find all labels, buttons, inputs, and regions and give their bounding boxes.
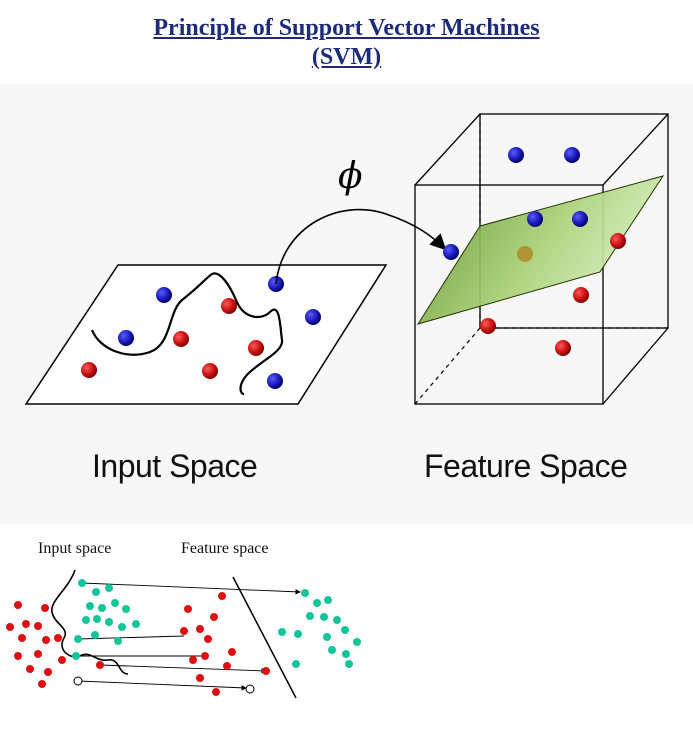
feature-point-blue	[572, 211, 588, 227]
mapping-arrow	[275, 208, 447, 285]
feature-point-blue	[564, 147, 580, 163]
feature-point-red	[573, 287, 589, 303]
input-space-label: Input Space	[92, 448, 258, 484]
feature-space-label: Feature Space	[424, 448, 628, 484]
mapping-symbol: ϕ	[338, 156, 363, 197]
bottom-feature-separator	[232, 576, 297, 699]
bottom-input-curve	[51, 569, 129, 675]
bottom-open-point	[73, 676, 83, 686]
bottom-feature-teal-points	[278, 589, 361, 668]
feature-point-red	[610, 233, 626, 249]
input-point-blue	[156, 287, 172, 303]
feature-point-blue	[443, 244, 459, 260]
input-point-blue	[118, 330, 134, 346]
bottom-diagram	[6, 569, 361, 699]
input-point-blue	[305, 309, 321, 325]
input-decision-curve	[90, 272, 284, 396]
feature-point-red	[480, 318, 496, 334]
input-point-red	[248, 340, 264, 356]
feature-point-red	[555, 340, 571, 356]
input-point-red	[221, 298, 237, 314]
feature-point-red-behind-plane	[517, 246, 533, 262]
bottom-feature-label: Feature space	[181, 540, 269, 557]
title-line-2: (SVM)	[311, 44, 382, 70]
separating-hyperplane	[416, 175, 665, 325]
bottom-open-point	[245, 684, 255, 694]
bottom-input-teal-points	[72, 579, 140, 660]
input-point-red	[173, 331, 189, 347]
bottom-feature-red-points	[180, 592, 270, 696]
feature-point-blue	[527, 211, 543, 227]
feature-space-cube	[414, 113, 669, 405]
input-space-plane	[24, 264, 388, 405]
feature-point-blue	[508, 147, 524, 163]
title-line-1: Principle of Support Vector Machines	[153, 15, 540, 41]
input-point-blue	[267, 373, 283, 389]
input-point-red	[202, 363, 218, 379]
bottom-input-red-points	[6, 601, 104, 688]
input-point-red	[81, 362, 97, 378]
page-title: Principle of Support Vector Machines (SV…	[0, 14, 693, 72]
bottom-input-label: Input space	[38, 540, 112, 557]
